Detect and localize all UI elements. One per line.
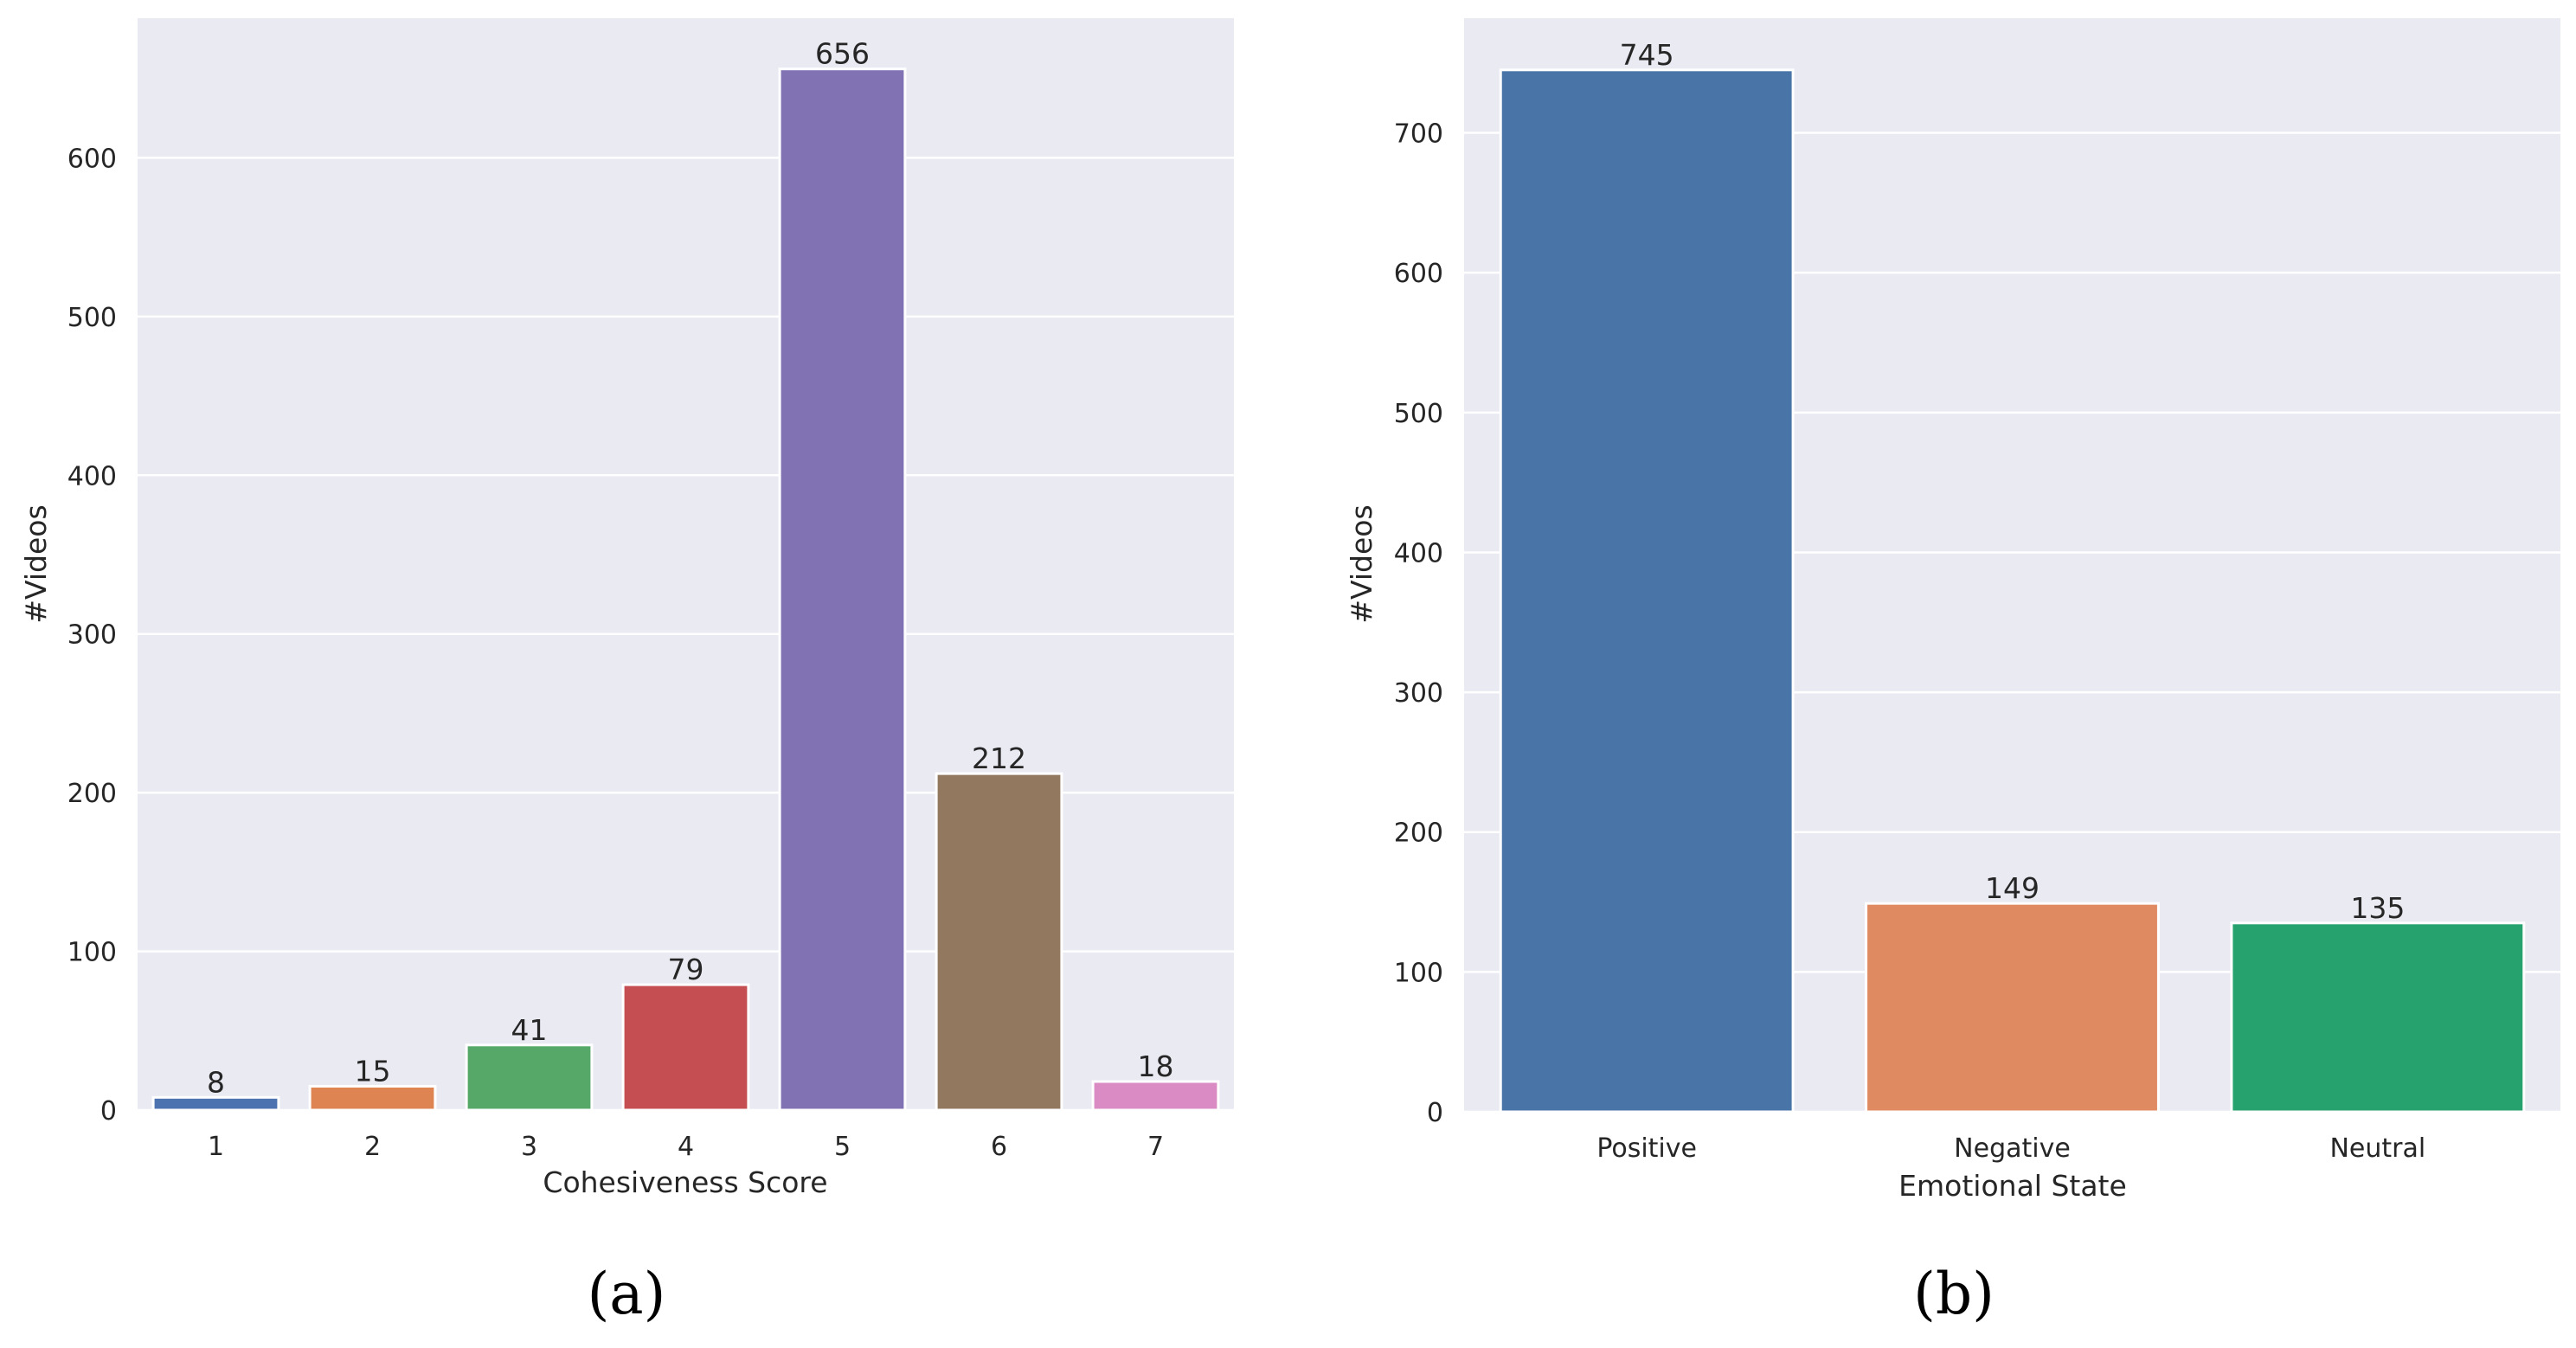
chart-b-bar-negative — [1865, 902, 2160, 1114]
chart-a-x-tick-label: 3 — [521, 1132, 537, 1162]
chart-b-bar-neutral — [2230, 921, 2526, 1114]
chart-a-bar-5 — [778, 67, 907, 1112]
chart-a-y-axis-label: #Videos — [19, 504, 53, 623]
chart-b-y-tick-label: 500 — [1394, 399, 1443, 429]
chart-b-y-tick-label: 600 — [1394, 259, 1443, 289]
chart-a-x-tick-label: 4 — [678, 1132, 694, 1162]
chart-a-x-tick-label: 5 — [834, 1132, 851, 1162]
chart-a-x-axis-label: Cohesiveness Score — [543, 1165, 827, 1199]
chart-b-y-tick-label: 300 — [1394, 678, 1443, 709]
chart-b-data-label: 745 — [1620, 38, 1674, 72]
chart-b-panel-label: (b) — [1913, 1261, 1995, 1327]
chart-b-x-tick-label: Positive — [1596, 1133, 1697, 1164]
chart-a-bar-4 — [621, 983, 750, 1112]
chart-a-data-label: 656 — [815, 37, 870, 71]
chart-a-x-tick-label: 7 — [1147, 1132, 1164, 1162]
chart-a-data-label: 79 — [668, 953, 704, 986]
chart-a-y-tick-label: 500 — [67, 303, 117, 333]
chart-a-data-label: 41 — [511, 1013, 548, 1047]
chart-b-y-tick-label: 400 — [1394, 538, 1443, 568]
chart-a-y-tick-label: 200 — [67, 779, 117, 809]
chart-a-y-tick-label: 400 — [67, 461, 117, 491]
chart-a-bar-6 — [935, 772, 1063, 1112]
chart-a-y-tick-label: 100 — [67, 938, 117, 968]
chart-b-x-tick-label: Negative — [1954, 1133, 2071, 1164]
chart-b-y-tick-label: 200 — [1394, 818, 1443, 849]
chart-a-y-tick-label: 600 — [67, 144, 117, 174]
chart-a-bar-7 — [1091, 1080, 1220, 1112]
chart-a-bar-1 — [151, 1095, 280, 1112]
chart-a-y-tick-label: 300 — [67, 620, 117, 651]
chart-a-x-tick-label: 1 — [208, 1132, 224, 1162]
chart-b-y-tick-label: 100 — [1394, 958, 1443, 988]
chart-b-data-label: 149 — [1985, 871, 2040, 905]
chart-a-data-label: 212 — [972, 741, 1026, 775]
chart-a-bar-3 — [465, 1043, 594, 1112]
chart-b-y-tick-label: 0 — [1427, 1098, 1443, 1128]
chart-b-x-tick-label: Neutral — [2329, 1133, 2425, 1164]
chart-a-y-tick-label: 0 — [100, 1096, 117, 1127]
chart-b: 745 149 135 0 100 200 300 400 500 600 700 Positiv… — [1345, 18, 2560, 1327]
chart-b-y-tick-label: 700 — [1394, 119, 1443, 150]
chart-a-plot-area — [138, 18, 1234, 1110]
chart-b-x-axis-label: Emotional State — [1898, 1169, 2127, 1203]
chart-a-panel-label: (a) — [588, 1261, 666, 1327]
chart-a-data-label: 15 — [355, 1054, 391, 1088]
chart-b-data-label: 135 — [2350, 891, 2405, 925]
chart-a-x-tick-label: 6 — [991, 1132, 1007, 1162]
chart-b-y-axis-label: #Videos — [1345, 504, 1378, 623]
chart-a-x-tick-label: 2 — [364, 1132, 381, 1162]
chart-b-bar-positive — [1499, 68, 1795, 1114]
chart-a-data-label: 8 — [207, 1065, 225, 1099]
chart-a: 8 15 41 79 656 212 18 0 100 200 300 400 500 600 1 2 3 4… — [19, 18, 1234, 1327]
chart-a-bar-2 — [308, 1084, 437, 1112]
chart-a-data-label: 18 — [1138, 1050, 1174, 1083]
